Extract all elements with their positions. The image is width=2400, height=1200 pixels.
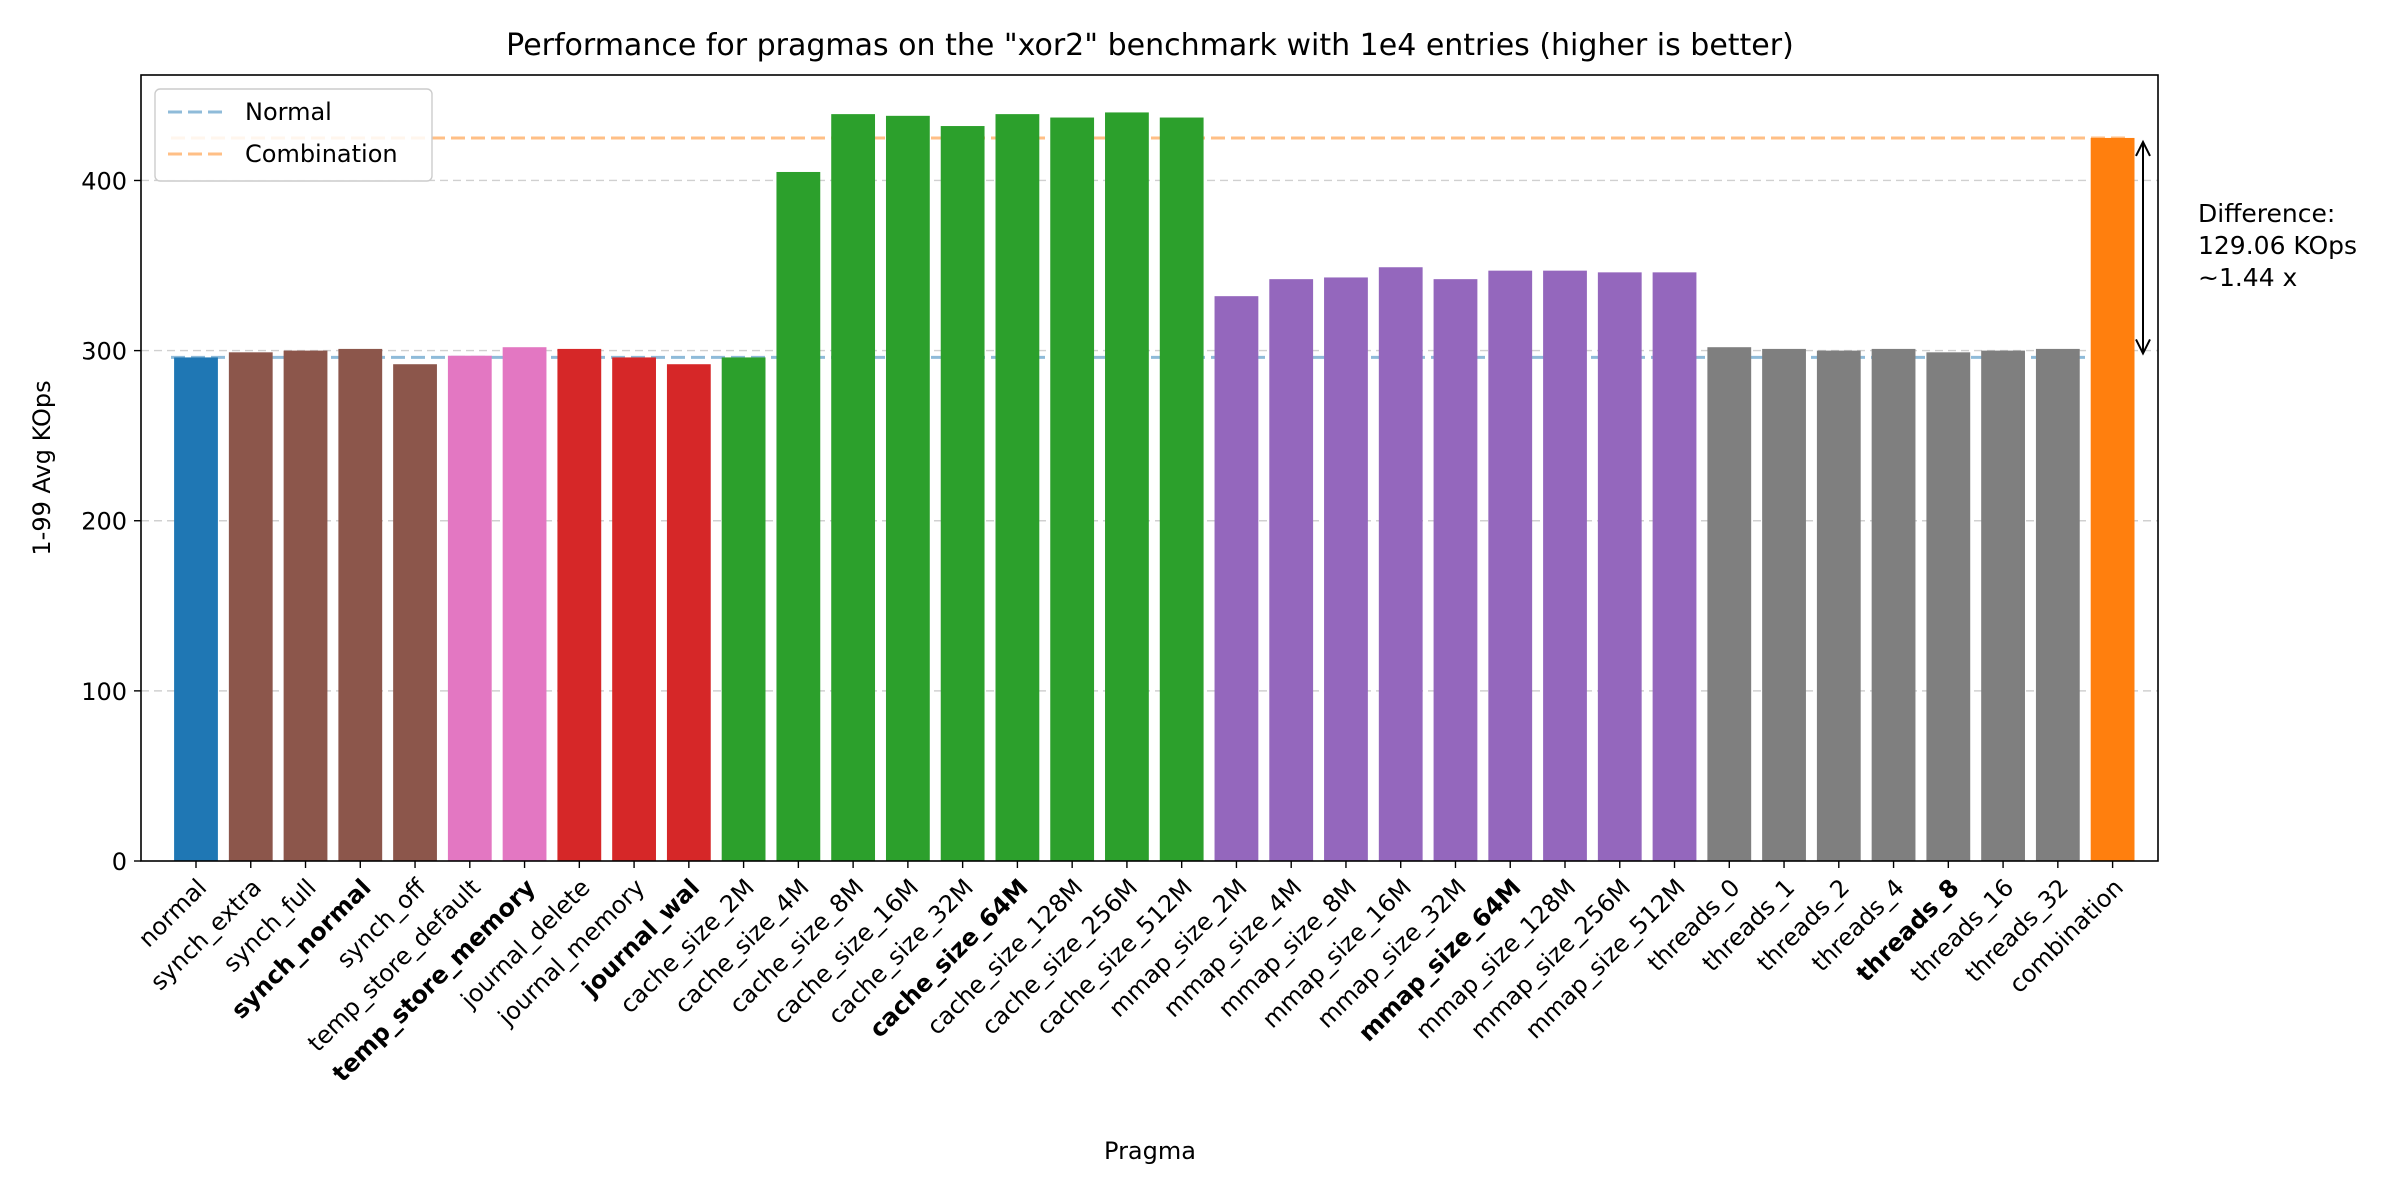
bar-mmap_size_256M bbox=[1597, 272, 1642, 861]
bar-mmap_size_64M bbox=[1488, 270, 1533, 861]
plot-frame bbox=[140, 74, 2159, 862]
legend-label: Normal bbox=[245, 98, 332, 126]
difference-arrow-head-up bbox=[2135, 139, 2151, 157]
bar-threads_1 bbox=[1762, 348, 1806, 862]
bar-cache_size_256M bbox=[1105, 112, 1149, 861]
bar-journal_delete bbox=[557, 348, 602, 862]
bar-synch_off bbox=[393, 364, 437, 861]
difference-annotation: Difference: 129.06 KOps ~1.44 x bbox=[2135, 139, 2357, 356]
bars bbox=[174, 112, 2135, 862]
bar-cache_size_8M bbox=[831, 114, 876, 861]
bar-mmap_size_16M bbox=[1378, 267, 1423, 861]
bar-cache_size_128M bbox=[1050, 117, 1095, 861]
bar-mmap_size_128M bbox=[1543, 270, 1587, 861]
legend-box bbox=[154, 88, 433, 182]
bar-cache_size_64M bbox=[995, 114, 1040, 861]
bar-mmap_size_512M bbox=[1652, 272, 1697, 861]
y-tick-label: 100 bbox=[81, 678, 127, 706]
y-tick-label: 300 bbox=[81, 338, 127, 366]
x-axis-label: Pragma bbox=[1104, 1137, 1196, 1165]
y-axis-label: 1-99 Avg KOps bbox=[28, 380, 56, 555]
bar-cache_size_16M bbox=[885, 115, 930, 861]
y-tick-label: 0 bbox=[112, 848, 127, 876]
bar-mmap_size_8M bbox=[1324, 277, 1368, 861]
y-tick-label: 400 bbox=[81, 167, 127, 195]
legend-label: Combination bbox=[245, 140, 398, 168]
bar-journal_memory bbox=[612, 357, 656, 861]
bar-synch_normal bbox=[338, 348, 383, 862]
bar-threads_32 bbox=[2035, 348, 2080, 862]
bar-threads_8 bbox=[1926, 352, 1971, 861]
bar-cache_size_512M bbox=[1159, 117, 1204, 861]
bar-mmap_size_4M bbox=[1269, 279, 1314, 861]
bar-synch_full bbox=[283, 350, 328, 861]
bar-threads_2 bbox=[1816, 350, 1861, 861]
bar-combination bbox=[2090, 137, 2135, 861]
bar-synch_extra bbox=[228, 352, 273, 861]
difference-annotation-line: ~1.44 x bbox=[2198, 263, 2297, 292]
bar-temp_store_memory bbox=[502, 347, 547, 862]
bar-journal_wal bbox=[666, 364, 711, 861]
y-axis-ticks: 0 100 200 300 400 bbox=[81, 167, 141, 876]
bar-mmap_size_32M bbox=[1433, 279, 1478, 861]
legend: Normal Combination bbox=[154, 88, 433, 182]
y-tick-label: 200 bbox=[81, 508, 127, 536]
bar-normal bbox=[174, 357, 218, 861]
bar-temp_store_default bbox=[447, 355, 492, 861]
difference-arrow-head-down bbox=[2135, 338, 2151, 356]
chart-title: Performance for pragmas on the "xor2" be… bbox=[506, 28, 1794, 63]
bar-mmap_size_2M bbox=[1214, 296, 1259, 861]
bar-threads_0 bbox=[1707, 347, 1752, 862]
difference-annotation-line: 129.06 KOps bbox=[2198, 231, 2357, 260]
bar-cache_size_2M bbox=[721, 357, 766, 861]
bar-cache_size_32M bbox=[940, 126, 985, 862]
reference-lines bbox=[171, 136, 2128, 359]
x-axis-ticks: normalsynch_extrasynch_fullsynch_normals… bbox=[133, 861, 2129, 1087]
bar-threads_16 bbox=[1981, 350, 2025, 861]
difference-annotation-line: Difference: bbox=[2198, 199, 2335, 228]
bar-cache_size_4M bbox=[776, 171, 821, 862]
bar-threads_4 bbox=[1871, 348, 1916, 862]
